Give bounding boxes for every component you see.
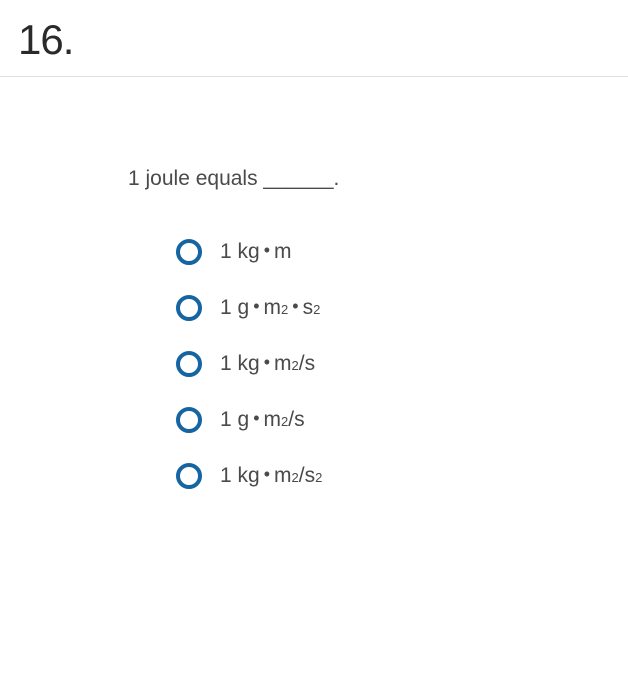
options-list: 1 kg•m 1 g•m2•s2 1 kg•m2/s 1 g•m2/s 1 kg•m2/…	[128, 239, 628, 489]
option-row[interactable]: 1 kg•m	[176, 239, 628, 265]
option-label: 1 kg•m2/s2	[220, 464, 322, 488]
option-label: 1 kg•m2/s	[220, 352, 315, 376]
option-label: 1 kg•m	[220, 240, 292, 264]
question-body: 1 joule equals ______. 1 kg•m1 g•m2•s21 …	[0, 77, 628, 489]
radio-icon[interactable]	[176, 463, 202, 489]
option-row[interactable]: 1 kg•m2/s2	[176, 463, 628, 489]
option-label: 1 g•m2•s2	[220, 296, 320, 320]
option-row[interactable]: 1 g•m2•s2	[176, 295, 628, 321]
option-row[interactable]: 1 g•m2/s	[176, 407, 628, 433]
option-label: 1 g•m2/s	[220, 408, 305, 432]
option-row[interactable]: 1 kg•m2/s	[176, 351, 628, 377]
radio-icon[interactable]	[176, 295, 202, 321]
radio-icon[interactable]	[176, 239, 202, 265]
radio-icon[interactable]	[176, 407, 202, 433]
radio-icon[interactable]	[176, 351, 202, 377]
question-text: 1 joule equals ______.	[128, 167, 628, 191]
question-number: 16.	[0, 0, 628, 76]
